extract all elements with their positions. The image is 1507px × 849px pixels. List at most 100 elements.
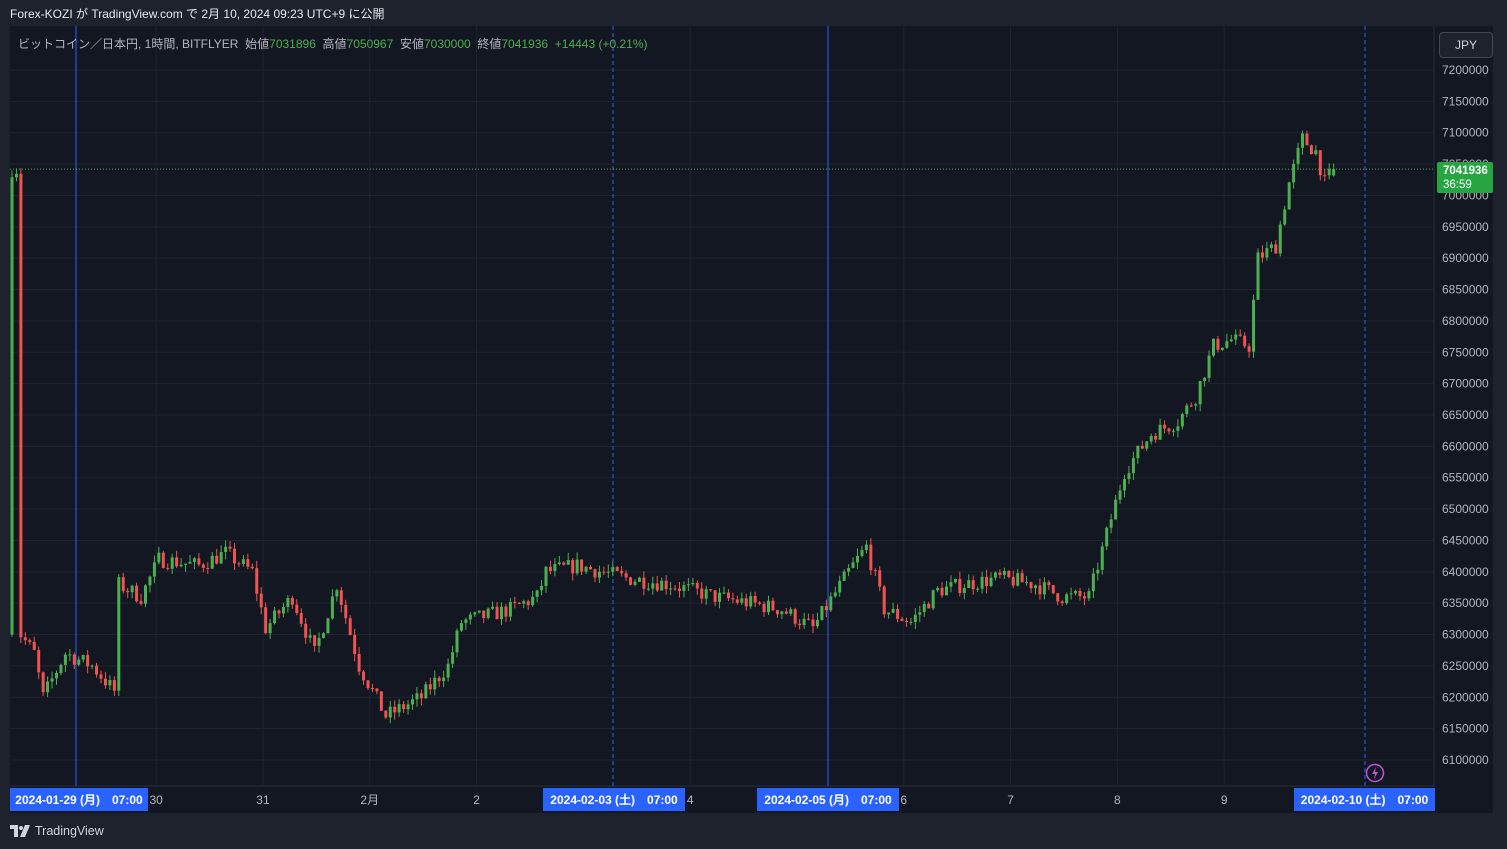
candle-body <box>224 546 228 553</box>
candle-body <box>308 635 312 638</box>
candle-body <box>330 596 334 619</box>
candle-body <box>909 621 913 623</box>
currency-button[interactable]: JPY <box>1439 32 1493 58</box>
candle-body <box>1118 490 1122 500</box>
candle-body <box>602 571 606 573</box>
candle-body <box>1069 593 1073 595</box>
candle-body <box>673 588 677 590</box>
candle-body <box>753 596 757 603</box>
candle-body <box>678 588 681 591</box>
chart-legend: ビットコイン／日本円, 1時間, BITFLYER 始値7031896 高値70… <box>18 35 648 52</box>
candle-body <box>1051 585 1055 594</box>
candle-body <box>535 590 539 597</box>
candle-body <box>669 588 673 590</box>
legend-symbol: ビットコイン／日本円, 1時間, BITFLYER <box>18 37 239 51</box>
candle-body <box>940 587 944 596</box>
candle-body <box>695 582 699 589</box>
candle-body <box>562 562 566 565</box>
candle-body <box>1238 334 1242 336</box>
candle-countdown: 36:59 <box>1443 179 1472 191</box>
candle-body <box>847 567 851 572</box>
candle-body <box>709 589 713 591</box>
candle-body <box>473 612 477 615</box>
candle-body <box>317 637 321 646</box>
candle-body <box>762 603 766 613</box>
candle-body <box>1180 414 1184 427</box>
lightning-icon[interactable] <box>1365 763 1385 783</box>
candle-body <box>1011 577 1015 586</box>
price-axis-background <box>1434 26 1493 813</box>
last-price-tag: 7041936 36:59 <box>1437 162 1493 193</box>
candle-body <box>32 641 36 650</box>
candle-body <box>820 606 824 620</box>
candle-body <box>1194 404 1198 406</box>
candle-body <box>1292 163 1296 183</box>
candle-body <box>1127 473 1131 480</box>
y-tick-label-21: 7150000 <box>1442 94 1489 108</box>
candle-body <box>59 664 63 674</box>
candle-body <box>815 619 819 627</box>
candle-body <box>95 665 99 675</box>
candle-body <box>1020 573 1024 583</box>
candle-body <box>1100 546 1104 570</box>
candlestick-chart[interactable]: 6100000 6150000 6200000 6250000 6300000 63500… <box>10 26 1493 813</box>
candle-body <box>744 598 748 607</box>
candle-body <box>989 577 993 587</box>
x-tick-label-4: 4 <box>687 793 694 807</box>
candle-body <box>152 562 156 577</box>
candle-body <box>660 580 664 591</box>
candle-body <box>428 684 432 690</box>
y-tick-label-4: 6300000 <box>1442 628 1489 642</box>
candle-body <box>682 585 686 591</box>
plot-background <box>10 26 1493 813</box>
candle-body <box>1305 133 1309 146</box>
candle-body <box>144 585 147 604</box>
candle-body <box>1038 585 1042 595</box>
candle-body <box>1167 428 1171 432</box>
candle-body <box>731 598 735 600</box>
candle-body <box>1096 569 1100 574</box>
candle-body <box>130 585 134 593</box>
y-tick-label-2: 6200000 <box>1442 690 1489 704</box>
date-marker-label-2: 2024-02-03 (土) 07:00 <box>543 788 685 811</box>
candle-body <box>891 609 895 613</box>
candle-body <box>304 623 308 638</box>
candle-body <box>900 618 904 621</box>
legend-high-value: 7050967 <box>346 37 394 51</box>
candle-body <box>913 614 917 622</box>
candle-body <box>1149 435 1153 442</box>
candle-body <box>775 610 779 615</box>
candle-body <box>686 584 690 586</box>
candle-body <box>103 678 107 686</box>
candle-body <box>1016 573 1020 586</box>
y-tick-label-9: 6550000 <box>1442 471 1489 485</box>
x-tick-label-8: 9 <box>1221 793 1228 807</box>
candle-body <box>1274 244 1278 254</box>
y-tick-label-8: 6500000 <box>1442 502 1489 516</box>
candle-body <box>856 555 859 563</box>
candle-body <box>23 637 27 641</box>
candle-body <box>255 568 259 594</box>
x-tick-label-1: 31 <box>256 793 270 807</box>
candle-body <box>976 588 980 590</box>
candle-body <box>277 610 281 614</box>
candle-body <box>121 577 125 591</box>
candle-body <box>219 552 223 564</box>
candle-body <box>250 566 254 569</box>
candle-body <box>241 559 245 565</box>
candle-body <box>1225 341 1229 348</box>
candle-body <box>50 678 54 682</box>
candle-body <box>967 580 971 589</box>
candle-body <box>971 580 975 590</box>
candle-body <box>210 555 214 569</box>
candle-body <box>629 577 633 585</box>
candle-body <box>344 604 348 619</box>
candle-body <box>295 604 299 614</box>
candle-body <box>46 681 50 693</box>
candle-body <box>90 665 94 667</box>
candle-body <box>406 704 410 710</box>
candle-body <box>802 618 806 626</box>
candle-body <box>780 611 784 615</box>
candle-body <box>108 680 112 686</box>
candle-body <box>1327 168 1331 176</box>
